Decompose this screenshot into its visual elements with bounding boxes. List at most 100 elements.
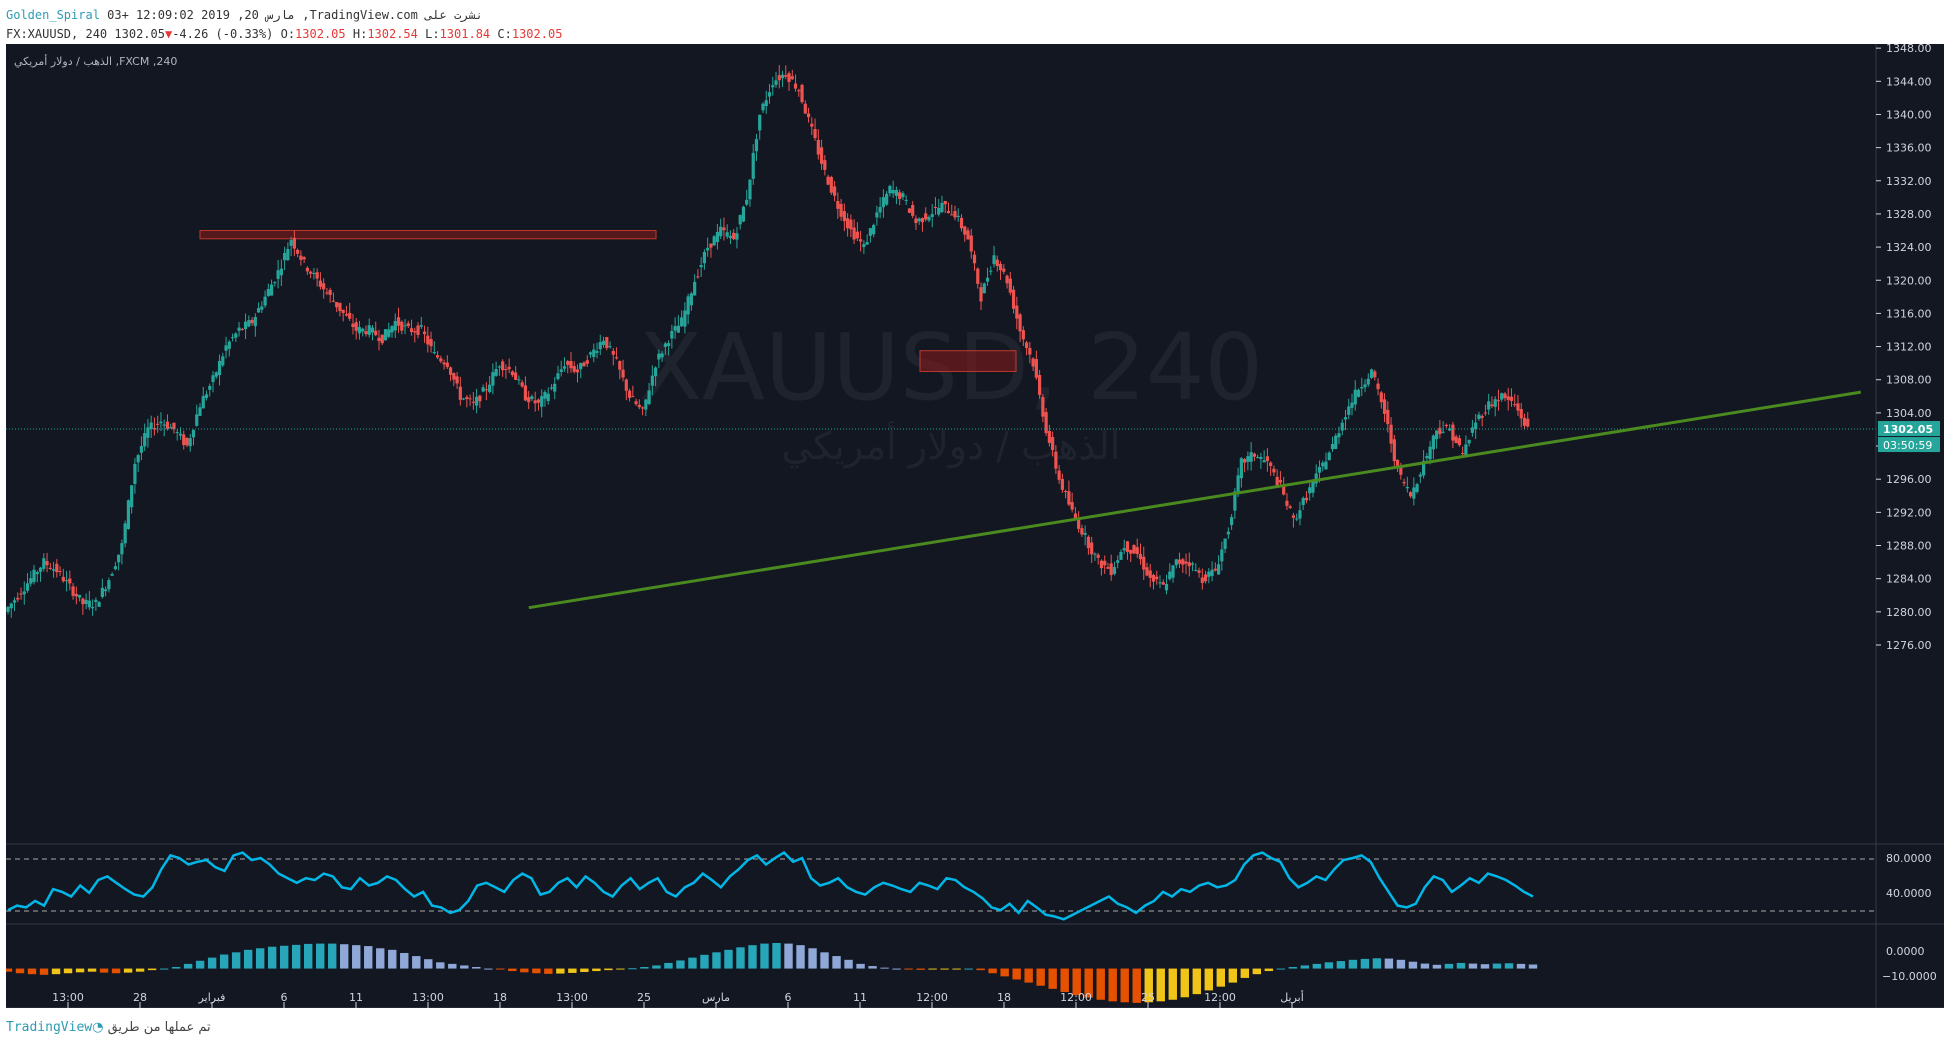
histogram-bar	[1312, 963, 1322, 969]
histogram-bar	[15, 968, 25, 974]
candle-body	[533, 400, 537, 404]
candle-body	[110, 573, 114, 576]
candle-body	[647, 390, 651, 405]
candle-body	[1031, 358, 1035, 367]
candle-body	[1060, 478, 1064, 490]
histogram-bar	[976, 968, 985, 971]
candle-body	[608, 346, 612, 348]
histogram-bar	[412, 956, 421, 969]
time-tick-label: 13:00	[52, 991, 84, 1004]
support-trendline[interactable]	[528, 390, 1862, 610]
histogram-bar	[688, 957, 697, 969]
candle-body	[572, 366, 576, 372]
candle-body	[1109, 563, 1113, 576]
candle-body	[1177, 559, 1182, 564]
histogram-bar	[784, 943, 793, 969]
candle-body	[1467, 439, 1471, 444]
chart-canvas[interactable]: XAUUSD, 240 الذهب / دولار أمريكي الذهب /…	[6, 44, 1944, 1008]
candle-body	[1239, 458, 1243, 479]
histogram-bar	[195, 960, 205, 969]
oscillator-axis[interactable]: 80.0000 40.0000	[1886, 852, 1932, 900]
candle-body	[159, 421, 163, 424]
candle-body	[553, 383, 557, 392]
price-badge-bg	[1878, 421, 1940, 437]
candle-body	[1129, 550, 1133, 554]
candle-body	[992, 255, 996, 265]
candle-body	[917, 218, 921, 222]
time-axis[interactable]: 13:00 28 فبراير 6 11 13:00 18 13:00 25 مارس 6 11 12:…	[52, 990, 1304, 1008]
candle-body	[846, 218, 850, 229]
author-name[interactable]: Golden_Spiral	[6, 8, 100, 22]
histogram-axis[interactable]: 0.0000 −10.0000	[1882, 945, 1937, 983]
candle-body	[318, 280, 323, 287]
candle-body	[654, 367, 658, 377]
candle-body	[465, 397, 469, 399]
candle-body	[387, 329, 391, 337]
histogram-bar	[1024, 968, 1033, 983]
candle-body	[175, 432, 179, 434]
candle-body	[1373, 371, 1377, 378]
candle-body	[640, 407, 645, 409]
candle-body	[1168, 571, 1172, 580]
candle-body	[484, 389, 488, 391]
resistance-zones[interactable]	[199, 230, 1017, 372]
candle-body	[1272, 468, 1276, 473]
candle-body	[217, 360, 222, 376]
candle-body	[1057, 470, 1061, 480]
time-tick-label: 6	[281, 991, 288, 1004]
candle-body	[494, 369, 498, 376]
candle-body	[266, 289, 270, 296]
candle-body	[48, 567, 52, 569]
candle-body	[422, 331, 427, 335]
candle-body	[113, 566, 117, 570]
candle-body	[540, 396, 544, 407]
candle-body	[767, 92, 772, 97]
candle-body	[312, 272, 316, 274]
histogram-bar	[448, 963, 457, 969]
candle-body	[1018, 314, 1022, 332]
candle-body	[1106, 567, 1110, 569]
histogram-bar	[472, 967, 481, 969]
histogram-bar	[243, 949, 253, 969]
candle-body	[1509, 396, 1514, 401]
candle-body	[523, 385, 528, 401]
candle-body	[797, 90, 801, 92]
candle-body	[250, 319, 254, 324]
candle-body	[1291, 515, 1296, 518]
candle-body	[1298, 510, 1302, 519]
price-tick-label: 1344.00	[1886, 75, 1932, 88]
candle-body	[1233, 491, 1237, 511]
candle-body	[650, 375, 654, 386]
candle-body	[588, 352, 593, 355]
candle-body	[16, 597, 20, 600]
candle-body	[240, 328, 244, 330]
tradingview-brand[interactable]: TradingView	[6, 1020, 93, 1035]
candle-body	[774, 80, 778, 85]
candle-body	[800, 84, 804, 103]
candle-body	[64, 580, 69, 582]
candle-body	[969, 235, 973, 252]
candle-body	[699, 264, 703, 268]
candle-body	[1073, 513, 1078, 519]
candle-body	[1161, 582, 1165, 585]
candle-body	[269, 284, 274, 296]
candle-body	[940, 202, 944, 212]
candle-body	[1184, 561, 1188, 564]
candle-body	[501, 361, 505, 371]
histogram-bar	[556, 968, 565, 974]
candle-body	[406, 323, 410, 327]
candle-body	[826, 176, 830, 185]
histogram-bar	[1144, 968, 1153, 1003]
candle-body	[191, 430, 196, 438]
candle-body	[575, 369, 580, 373]
histogram-bar	[676, 960, 685, 969]
candle-body	[829, 176, 833, 193]
candle-body	[1347, 406, 1351, 415]
histogram-bar	[964, 968, 973, 970]
histogram-bar	[544, 968, 553, 974]
time-tick-label: 13:00	[412, 991, 444, 1004]
candle-body	[77, 594, 82, 598]
candle-body	[1418, 474, 1422, 477]
candle-body	[1070, 502, 1074, 510]
candle-body	[832, 186, 837, 196]
